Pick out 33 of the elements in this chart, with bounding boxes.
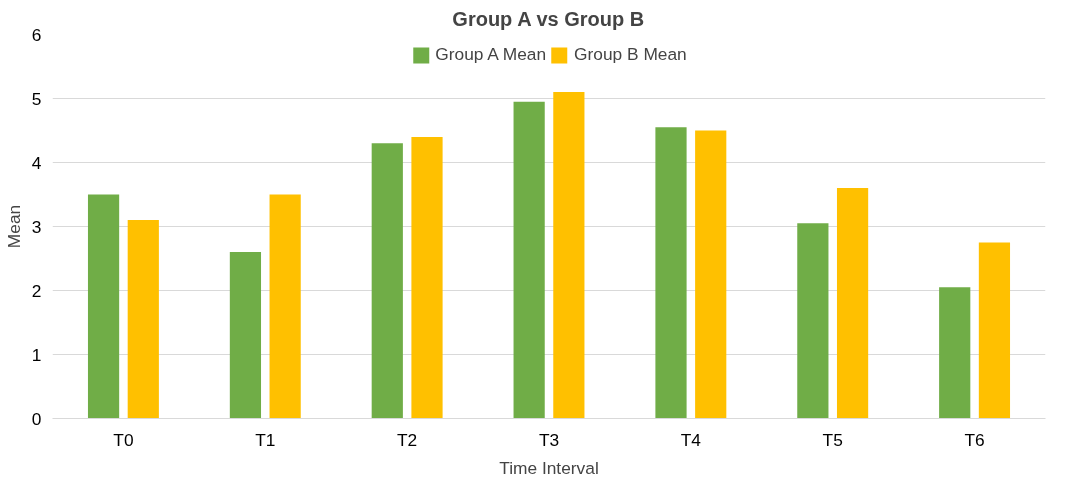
y-tick-label: 5 <box>31 88 42 109</box>
bar <box>553 92 585 419</box>
y-axis-title: Mean <box>3 204 24 249</box>
y-tick-label: 0 <box>31 408 42 429</box>
legend-label: Group A Mean <box>435 44 547 65</box>
x-axis-title: Time Interval <box>499 457 599 478</box>
bar <box>695 130 727 419</box>
chart-title: Group A vs Group B <box>452 7 645 30</box>
y-tick-label: 1 <box>31 344 42 365</box>
bar <box>513 101 545 419</box>
y-tick-label: 6 <box>31 24 42 45</box>
legend-label: Group B Mean <box>574 44 687 65</box>
bar <box>269 194 301 419</box>
x-tick-label: T3 <box>538 429 560 450</box>
y-tick-label: 3 <box>31 216 42 237</box>
x-tick-label: T2 <box>397 429 418 450</box>
bar <box>87 194 120 419</box>
bar <box>229 252 262 419</box>
bar <box>655 127 687 419</box>
y-tick-label: 4 <box>31 152 42 173</box>
x-tick-label: T4 <box>680 429 702 450</box>
bar <box>371 143 403 419</box>
x-tick-label: T0 <box>113 429 134 450</box>
bar <box>978 242 1011 419</box>
y-tick-label: 2 <box>31 280 42 301</box>
bar <box>939 287 971 419</box>
x-tick-label: T6 <box>964 429 985 450</box>
x-tick-label: T5 <box>822 429 843 450</box>
bar <box>127 220 159 419</box>
bar <box>411 136 443 419</box>
bar <box>797 223 829 419</box>
x-tick-label: T1 <box>255 429 276 450</box>
bar <box>836 188 869 419</box>
